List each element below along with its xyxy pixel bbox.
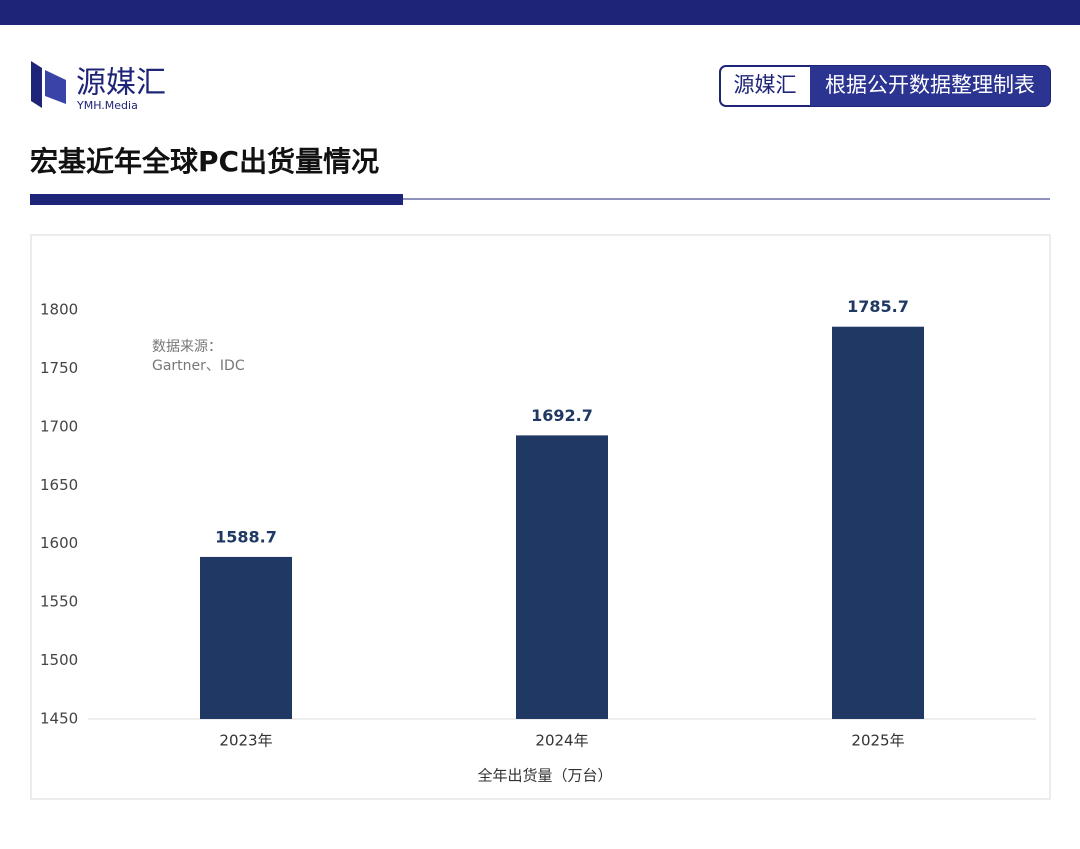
annotation: 数据来源： (152, 339, 222, 355)
logo-sub: YMH.Media (76, 99, 138, 112)
x-tick-label: 2025年 (851, 732, 904, 750)
data-label: 1588.7 (215, 527, 277, 546)
annotation: Gartner、IDC (152, 358, 245, 374)
page-title: 宏基近年全球PC出货量情况 (30, 145, 379, 178)
bar (516, 435, 608, 719)
top-bar (0, 0, 1080, 25)
y-tick-label: 1600 (40, 534, 78, 552)
logo-text: 源媒汇 (76, 66, 166, 101)
tag-brand: 源媒汇 (734, 73, 797, 97)
y-tick-label: 1750 (40, 359, 78, 377)
x-axis-label: 全年出货量（万台） (477, 767, 612, 785)
y-tick-label: 1500 (40, 651, 78, 669)
tag-fill (810, 66, 1050, 106)
y-tick-label: 1800 (40, 301, 78, 319)
y-tick-label: 1650 (40, 476, 78, 494)
y-tick-label: 1450 (40, 710, 78, 728)
bar (200, 556, 292, 719)
title-underline (30, 194, 403, 205)
logo-icon (45, 70, 66, 104)
logo-icon (31, 61, 42, 108)
data-label: 1692.7 (531, 406, 593, 425)
data-label: 1785.7 (847, 297, 909, 316)
tag-text: 根据公开数据整理制表 (825, 73, 1035, 97)
bar (832, 326, 924, 719)
x-tick-label: 2024年 (535, 732, 588, 750)
x-tick-label: 2023年 (219, 732, 272, 750)
y-tick-label: 1700 (40, 417, 78, 435)
y-tick-label: 1550 (40, 593, 78, 611)
